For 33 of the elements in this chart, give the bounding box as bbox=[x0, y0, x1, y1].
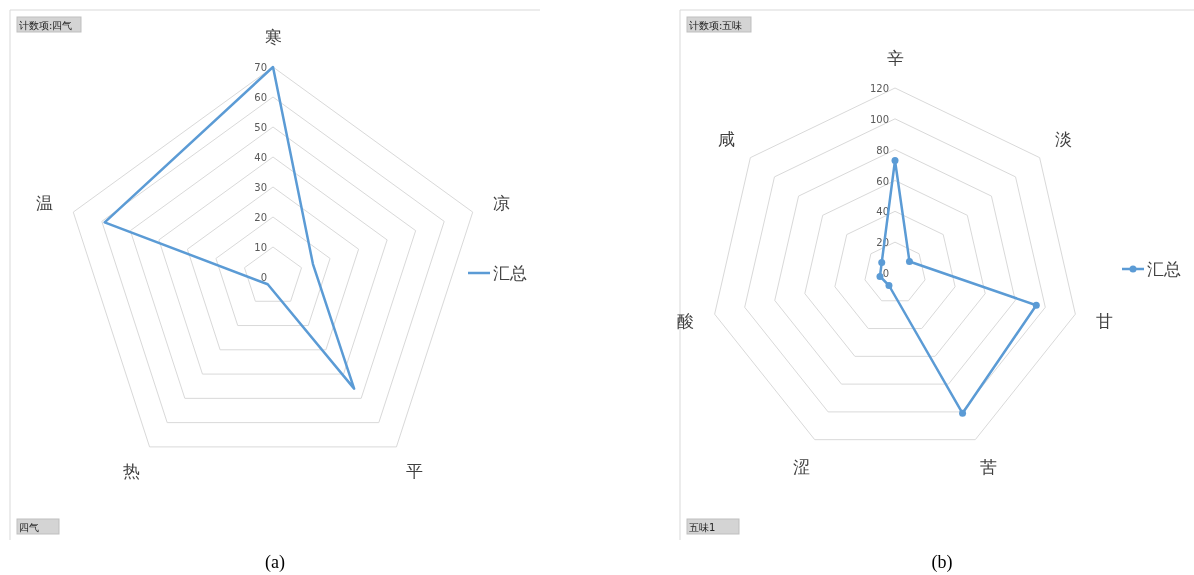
text: (a) bbox=[265, 552, 285, 573]
spoke-label: 淡 bbox=[1054, 128, 1072, 149]
text: 计数项:五味 bbox=[689, 20, 743, 31]
y-tick-label: 0 bbox=[260, 272, 267, 283]
y-tick-label: 30 bbox=[254, 182, 267, 193]
spoke-label: 涩 bbox=[793, 456, 811, 477]
y-tick-label: 120 bbox=[869, 83, 889, 94]
text: 计数项:四气 bbox=[19, 20, 73, 31]
spoke-label: 平 bbox=[405, 461, 423, 482]
y-tick-label: 60 bbox=[254, 92, 267, 103]
spoke-label: 甘 bbox=[1096, 310, 1114, 331]
spoke-label: 温 bbox=[36, 192, 54, 213]
y-tick-label: 40 bbox=[254, 152, 267, 163]
legend-label: 汇总 bbox=[1147, 259, 1181, 279]
spoke-label: 咸 bbox=[718, 128, 736, 149]
text: (b) bbox=[931, 552, 953, 573]
y-tick-label: 60 bbox=[876, 175, 889, 187]
y-tick-label: 50 bbox=[254, 122, 267, 133]
text: 五味1 bbox=[689, 522, 716, 533]
y-tick-label: 70 bbox=[254, 62, 267, 73]
legend-label: 汇总 bbox=[493, 263, 527, 283]
y-tick-label: 100 bbox=[869, 113, 889, 125]
text: 四气 bbox=[19, 522, 39, 533]
spoke-label: 寒 bbox=[264, 27, 282, 47]
y-tick-label: 0 bbox=[882, 268, 889, 279]
y-tick-label: 10 bbox=[254, 242, 267, 253]
y-tick-label: 80 bbox=[876, 144, 889, 156]
spoke-label: 辛 bbox=[886, 48, 904, 68]
y-tick-label: 20 bbox=[254, 212, 267, 223]
spoke-label: 苦 bbox=[979, 456, 997, 477]
spoke-label: 凉 bbox=[492, 192, 510, 213]
spoke-label: 酸 bbox=[676, 310, 694, 331]
spoke-label: 热 bbox=[123, 461, 141, 482]
